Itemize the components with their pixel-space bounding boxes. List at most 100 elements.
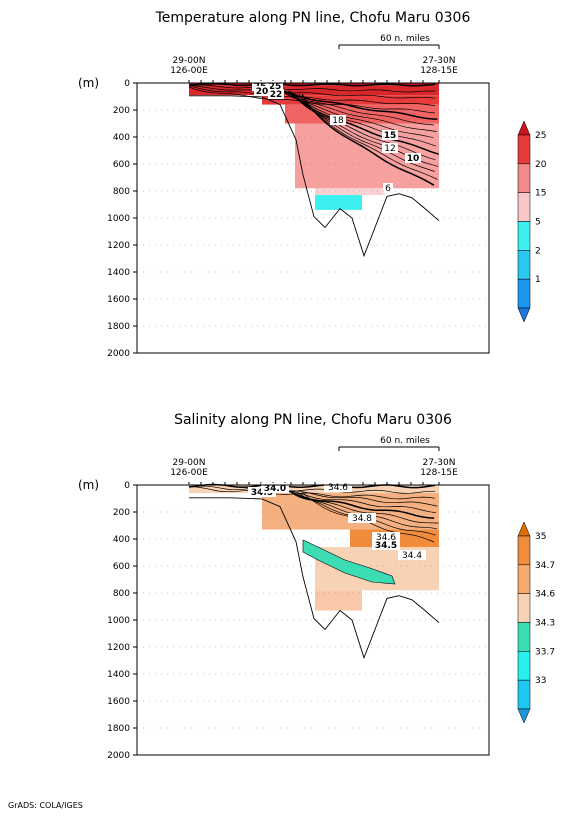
temp-fill-band xyxy=(315,188,385,196)
legend-swatch xyxy=(517,134,531,165)
contour-label: 34.8 xyxy=(352,514,372,524)
temp-legend: 25 20 15 5 2 1 xyxy=(517,120,547,323)
legend-swatch xyxy=(517,221,531,251)
start-lat-label: 29-00N xyxy=(173,56,206,66)
end-lat-label: 27-30N xyxy=(423,56,456,66)
temp-title: Temperature along PN line, Chofu Maru 03… xyxy=(155,10,471,26)
legend-level-label: 20 xyxy=(535,160,547,170)
y-tick-label: 1400 xyxy=(107,670,130,680)
contour-label-bg xyxy=(372,532,400,542)
legend-swatch xyxy=(517,250,531,280)
temp-fill-band xyxy=(315,195,362,210)
contour-label: 34.6 xyxy=(376,533,396,543)
contour-label: 12 xyxy=(384,144,395,154)
legend-swatch xyxy=(517,192,531,222)
sal-bottom-topography xyxy=(189,497,440,660)
scale-label: 60 n. miles xyxy=(380,436,430,446)
contour-label-bg xyxy=(382,130,398,140)
scale-label: 60 n. miles xyxy=(380,34,430,44)
y-tick-label: 1800 xyxy=(107,724,130,734)
start-lon-label: 126-00E xyxy=(170,468,208,478)
contour-label: 20 xyxy=(256,87,269,97)
contour-label-bg xyxy=(382,143,398,153)
legend-level-label: 34.7 xyxy=(535,561,555,571)
y-tick-label: 0 xyxy=(124,481,130,491)
y-tick-label: 200 xyxy=(113,106,130,116)
contour-label: 25 xyxy=(269,82,282,92)
y-tick-label: 1400 xyxy=(107,268,130,278)
sal-panel: Salinity along PN line, Chofu Maru 0306 6… xyxy=(78,412,555,761)
contour-label: 6 xyxy=(385,184,391,194)
legend-swatch xyxy=(517,622,531,652)
sal-low-tongue xyxy=(302,539,396,585)
legend-level-label: 2 xyxy=(535,246,541,256)
legend-bottom-arrow xyxy=(517,708,531,724)
y-tick-label: 1800 xyxy=(107,322,130,332)
legend-level-label: 35 xyxy=(535,532,546,542)
y-tick-label: 1200 xyxy=(107,643,130,653)
legend-top-arrow xyxy=(517,120,531,136)
temp-contour-line xyxy=(188,84,436,99)
start-lat-label: 29-00N xyxy=(173,458,206,468)
legend-swatch xyxy=(517,679,531,710)
legend-swatch xyxy=(517,535,531,566)
temp-contour-line xyxy=(189,84,435,93)
contour-label: 34.0 xyxy=(264,484,286,494)
sal-contour-line xyxy=(188,485,436,494)
contour-label-bg xyxy=(398,550,426,560)
legend-level-label: 15 xyxy=(535,189,546,199)
y-tick-label: 0 xyxy=(124,79,130,89)
temp-contour-line xyxy=(188,85,436,107)
y-tick-label: 1200 xyxy=(107,241,130,251)
temp-contour-line xyxy=(285,90,437,147)
legend-bottom-arrow xyxy=(517,307,531,323)
temp-contour-line xyxy=(301,94,435,186)
contour-label-bg xyxy=(348,513,376,523)
y-tick-label: 1000 xyxy=(107,616,130,626)
legend-swatch xyxy=(517,651,531,681)
sal-scale-bar: 60 n. miles xyxy=(338,436,440,451)
contour-label: 15 xyxy=(384,131,397,141)
contour-label-bg xyxy=(324,482,352,492)
y-tick-label: 200 xyxy=(113,508,130,518)
y-tick-label: 1600 xyxy=(107,295,130,305)
temp-scale-bar: 60 n. miles xyxy=(338,34,440,49)
end-lon-label: 128-15E xyxy=(420,66,458,76)
legend-swatch xyxy=(517,564,531,594)
temp-contours xyxy=(188,82,439,186)
contour-label: 34.5 xyxy=(375,541,397,551)
sal-ylabel: (m) xyxy=(78,478,99,492)
y-tick-label: 400 xyxy=(113,133,130,143)
contour-label: 34.4 xyxy=(402,551,422,561)
contour-label: 18 xyxy=(332,116,344,126)
temp-contour-line xyxy=(277,87,435,126)
temp-contour-line xyxy=(283,90,434,139)
grads-footer: GrADS: COLA/IGES xyxy=(8,801,83,810)
legend-swatch xyxy=(517,163,531,193)
contour-label: 10 xyxy=(407,154,420,164)
temp-bottom-topography xyxy=(189,95,440,258)
temp-contour-line xyxy=(188,82,436,87)
legend-top-arrow xyxy=(517,521,531,537)
sal-fill-band xyxy=(315,590,362,611)
temp-contour-line xyxy=(288,90,439,155)
legend-level-label: 33 xyxy=(535,676,546,686)
temp-contour-line xyxy=(296,94,435,172)
temp-contour-line xyxy=(299,94,438,180)
end-lat-label: 27-30N xyxy=(423,458,456,468)
end-lon-label: 128-15E xyxy=(420,468,458,478)
contour-label-bg xyxy=(405,153,421,163)
y-tick-label: 800 xyxy=(113,589,130,599)
legend-swatch xyxy=(517,593,531,623)
legend-level-label: 34.6 xyxy=(535,590,555,600)
contour-label-bg xyxy=(372,540,400,550)
temp-contour-line xyxy=(274,86,438,120)
y-tick-label: 1000 xyxy=(107,214,130,224)
y-tick-label: 600 xyxy=(113,562,130,572)
y-tick-label: 2000 xyxy=(107,349,130,359)
legend-level-label: 5 xyxy=(535,218,541,228)
sal-fill-band xyxy=(262,493,439,530)
temp-fill-band xyxy=(189,85,439,96)
legend-swatch xyxy=(517,278,531,309)
